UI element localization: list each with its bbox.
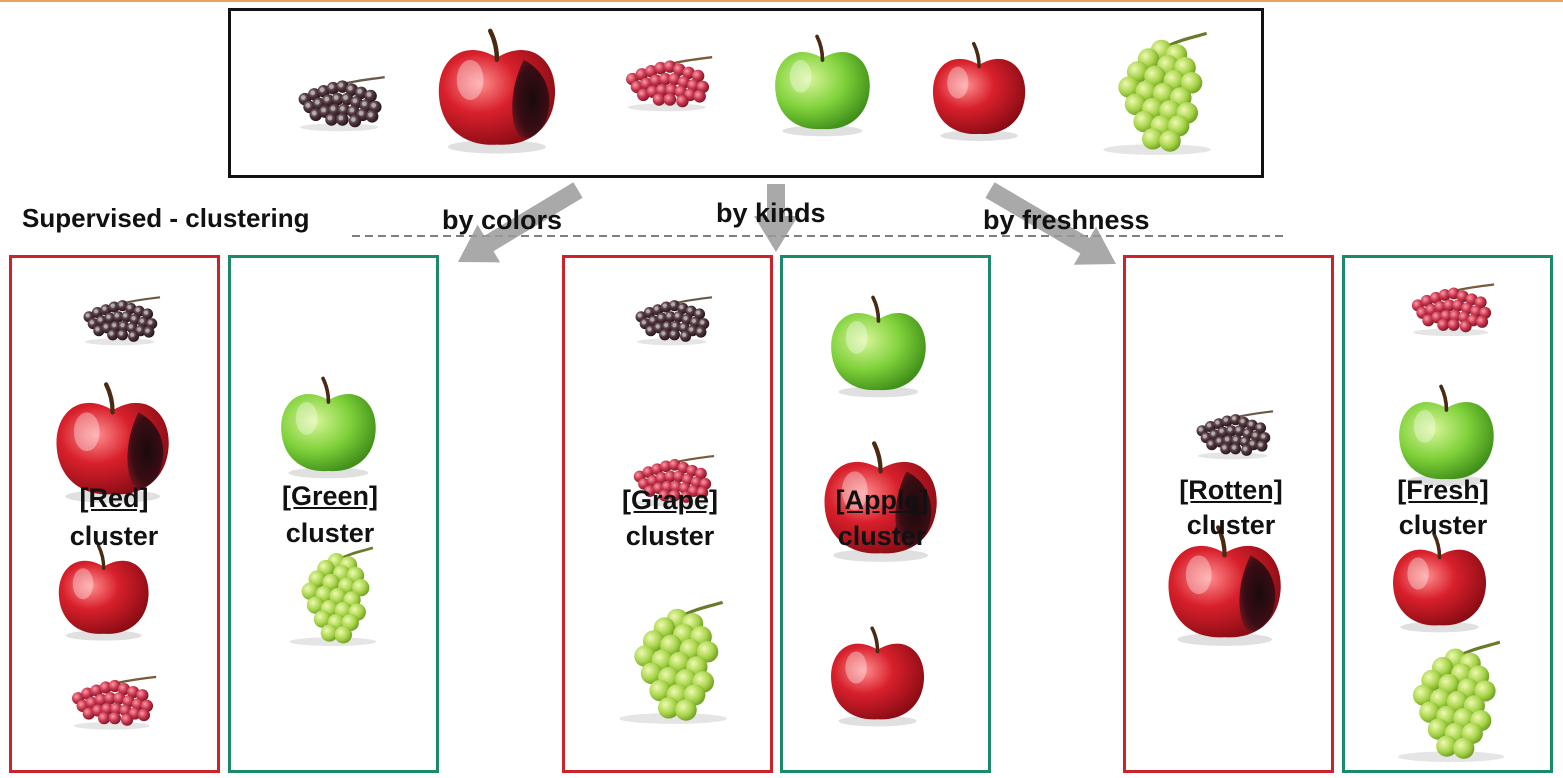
rotten-grapes-icon [1196,410,1274,460]
red-grapes-icon [71,675,157,730]
cluster-word-grape: cluster [625,521,715,551]
red-grapes-icon [633,454,715,507]
cluster-name-apple: [Apple] [835,485,929,515]
green-apple-icon [281,376,376,479]
red-apple-icon [58,544,149,641]
cluster-name-fresh: [Fresh] [1397,475,1489,505]
rotten-apple-icon [56,382,169,503]
cluster-box-green [228,255,439,773]
method-label-kinds: by kinds [716,198,826,228]
cluster-box-red [9,255,220,773]
cluster-box-grape [562,255,773,773]
flow-arrow [985,182,1116,265]
source-fruit-box [228,8,1264,178]
cluster-word-rotten: cluster [1186,510,1276,540]
red-grapes-icon [1411,283,1495,337]
top-rule [0,0,1563,2]
green-apple-icon [775,34,870,137]
cluster-word-red: cluster [69,521,159,551]
green-apple-icon [1399,384,1494,487]
cluster-name-rotten: [Rotten] [1179,475,1283,505]
cluster-word-apple: cluster [837,521,927,551]
rotten-grapes-icon [298,76,385,132]
red-apple-icon [831,626,925,727]
cluster-box-rotten [1123,255,1334,773]
method-label-freshness: by freshness [983,205,1150,235]
green-grapes-icon [1103,31,1211,155]
rotten-grapes-icon [83,296,161,346]
cluster-name-red: [Red] [79,483,149,513]
diagram-heading: Supervised - clustering [22,203,310,233]
cluster-name-green: [Green] [281,481,379,511]
cluster-word-fresh: cluster [1398,510,1488,540]
red-apple-icon [1393,532,1487,633]
flow-arrow [458,182,583,263]
green-grapes-icon [619,600,727,724]
rotten-grapes-icon [635,296,713,346]
red-grapes-icon [626,56,713,112]
rotten-apple-icon [824,441,937,562]
green-apple-icon [831,295,926,398]
cluster-box-fresh [1342,255,1553,773]
flow-arrow [754,184,798,252]
cluster-name-grape: [Grape] [621,485,719,515]
green-grapes-icon [1398,640,1505,762]
cluster-word-green: cluster [285,518,375,548]
cluster-box-apple [780,255,991,773]
method-label-colors: by colors [442,205,563,235]
rotten-apple-icon [438,28,556,154]
rotten-apple-icon [1168,525,1281,646]
green-grapes-icon [289,546,377,646]
red-apple-icon [932,41,1026,141]
